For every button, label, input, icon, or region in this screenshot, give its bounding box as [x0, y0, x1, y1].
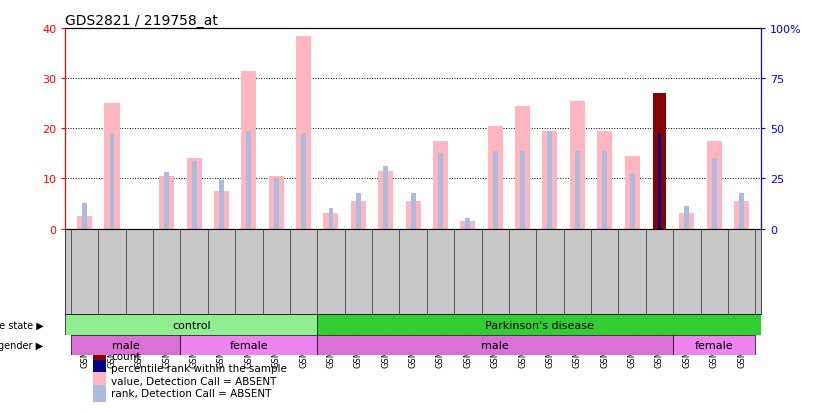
Bar	[492, 152, 497, 229]
Bar	[93, 372, 106, 390]
Bar	[296, 36, 311, 229]
Bar	[351, 202, 366, 229]
Bar	[214, 192, 229, 229]
Bar	[685, 207, 690, 229]
Text: count: count	[111, 351, 141, 361]
Bar	[93, 385, 106, 402]
Text: male: male	[112, 340, 140, 350]
Text: disease state ▶: disease state ▶	[0, 320, 43, 330]
Text: female: female	[695, 340, 734, 350]
Bar	[712, 159, 717, 229]
Text: male: male	[481, 340, 509, 350]
Text: female: female	[230, 340, 268, 350]
Bar	[679, 214, 694, 229]
Text: control: control	[172, 320, 211, 330]
Bar	[734, 202, 749, 229]
Text: Parkinson's disease: Parkinson's disease	[484, 320, 593, 330]
Bar	[93, 347, 106, 365]
Bar	[301, 134, 306, 229]
Bar	[317, 335, 673, 355]
Bar	[542, 131, 558, 229]
Bar	[105, 104, 119, 229]
Bar	[378, 171, 393, 229]
Bar	[658, 134, 661, 229]
Bar	[520, 152, 525, 229]
Bar	[406, 202, 420, 229]
Bar	[160, 176, 174, 229]
Bar	[65, 315, 317, 335]
Bar	[433, 141, 448, 229]
Bar	[268, 176, 284, 229]
Bar	[219, 181, 224, 229]
Bar	[317, 315, 761, 335]
Bar	[384, 167, 389, 229]
Text: value, Detection Call = ABSENT: value, Detection Call = ABSENT	[111, 376, 276, 386]
Bar	[323, 214, 339, 229]
Bar	[515, 107, 530, 229]
Bar	[246, 132, 251, 229]
Bar	[71, 335, 181, 355]
Bar	[597, 131, 612, 229]
Bar	[570, 102, 585, 229]
Bar	[181, 335, 317, 355]
Bar	[461, 221, 475, 229]
Bar	[187, 159, 201, 229]
Bar	[630, 174, 635, 229]
Bar	[707, 141, 721, 229]
Bar	[164, 173, 169, 229]
Bar	[274, 179, 279, 229]
Bar	[465, 219, 470, 229]
Bar	[411, 194, 416, 229]
Text: gender ▶: gender ▶	[0, 340, 43, 350]
Bar	[77, 216, 92, 229]
Bar	[602, 152, 607, 229]
Bar	[739, 194, 744, 229]
Text: percentile rank within the sample: percentile rank within the sample	[111, 363, 287, 373]
Bar	[93, 360, 106, 377]
Bar	[82, 204, 87, 229]
Bar	[625, 157, 640, 229]
Bar	[575, 152, 580, 229]
Text: GDS2821 / 219758_at: GDS2821 / 219758_at	[65, 14, 218, 28]
Text: rank, Detection Call = ABSENT: rank, Detection Call = ABSENT	[111, 389, 272, 399]
Bar	[356, 194, 361, 229]
Bar	[488, 126, 503, 229]
Bar	[438, 154, 443, 229]
Bar	[191, 162, 196, 229]
Bar	[110, 134, 115, 229]
Bar	[653, 94, 667, 229]
Bar	[673, 335, 755, 355]
Bar	[547, 132, 552, 229]
Bar	[329, 209, 334, 229]
Bar	[241, 71, 256, 229]
